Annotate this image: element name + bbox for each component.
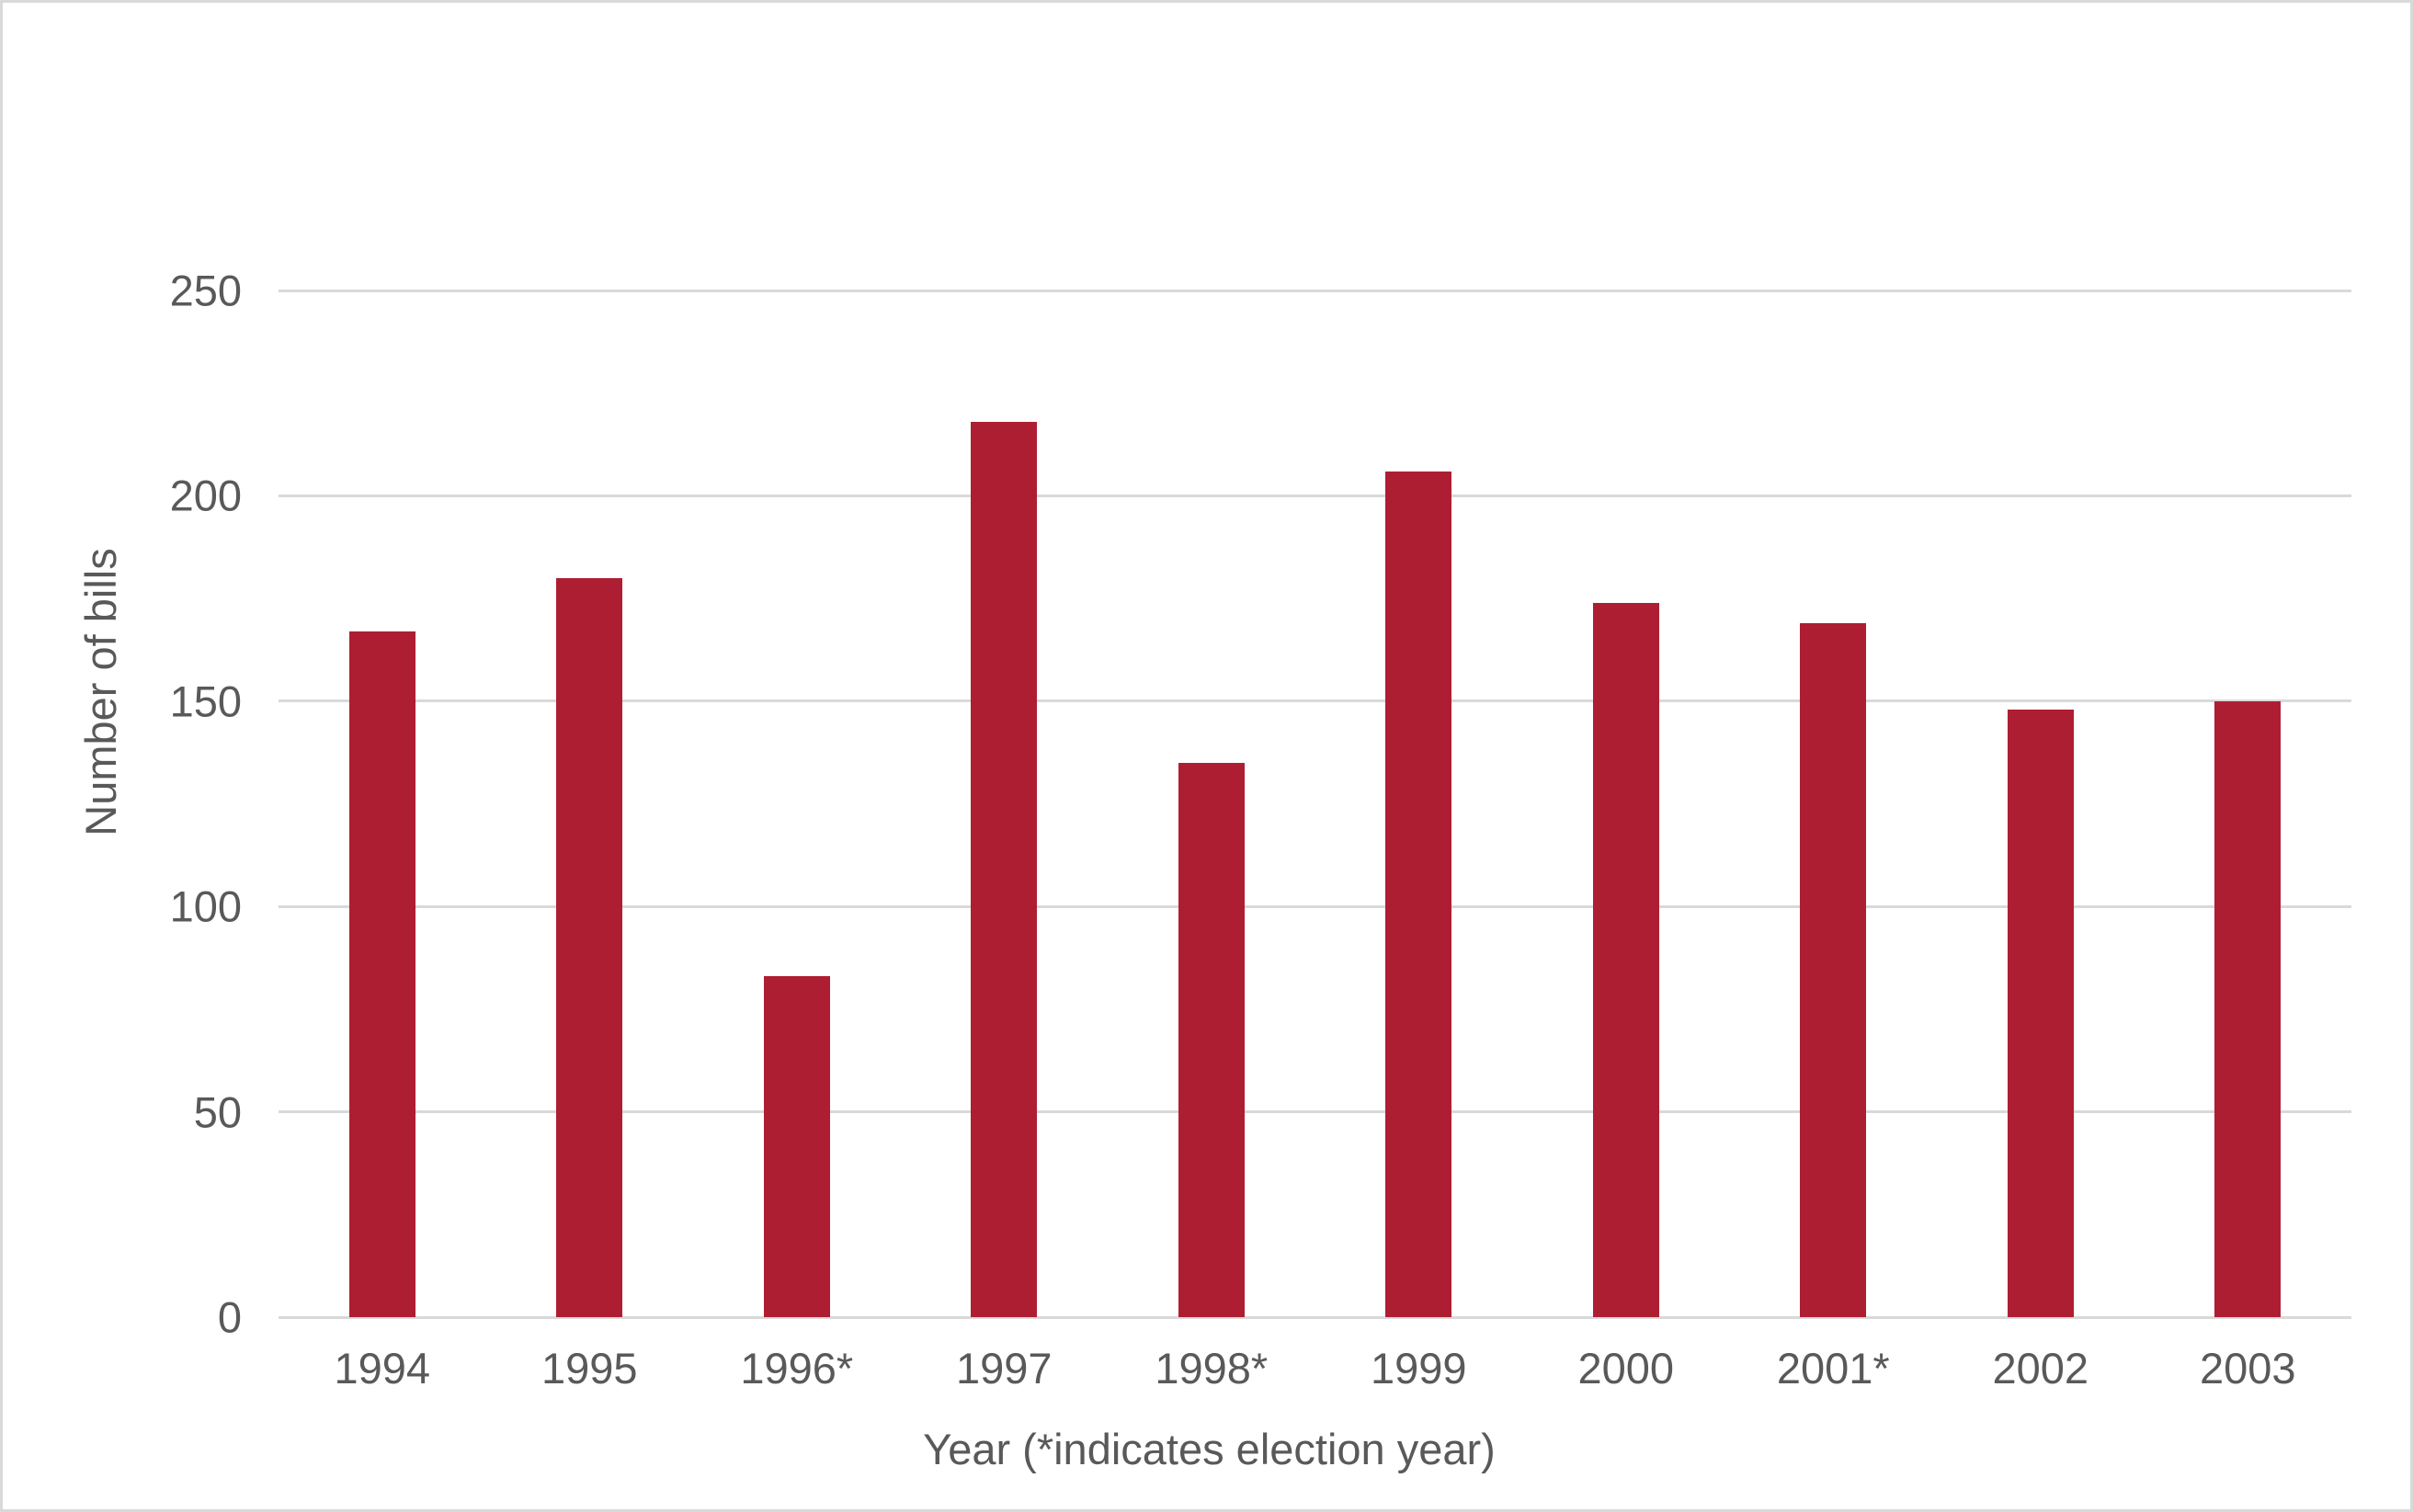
bar-1996* xyxy=(763,976,830,1317)
x-tick-label: 1996* xyxy=(740,1344,854,1393)
bar-1998* xyxy=(1178,762,1245,1317)
x-tick-label: 2002 xyxy=(1992,1344,2089,1393)
x-axis-title: Year (*indicates election year) xyxy=(923,1425,1496,1473)
x-tick-label: 2003 xyxy=(2199,1344,2296,1393)
x-tick-label: 2001* xyxy=(1776,1344,1890,1393)
x-tick-label: 1995 xyxy=(541,1344,638,1393)
gridline xyxy=(279,1110,2351,1114)
x-tick-label: 1999 xyxy=(1370,1344,1467,1393)
x-tick-label: 1994 xyxy=(334,1344,431,1393)
y-tick-label: 50 xyxy=(193,1087,242,1137)
x-tick-label: 1998* xyxy=(1155,1344,1269,1393)
y-axis-ticks: 0 50 100 150 200 250 xyxy=(3,269,242,1339)
bar-1997 xyxy=(971,421,1038,1317)
gridline xyxy=(279,904,2351,908)
bar-1994 xyxy=(348,631,415,1317)
y-tick-label: 250 xyxy=(169,266,242,315)
bar-2001* xyxy=(1800,622,1867,1317)
x-tick-label: 1997 xyxy=(955,1344,1053,1393)
bar-1999 xyxy=(1385,471,1452,1317)
x-tick-label: 2000 xyxy=(1577,1344,1675,1393)
y-tick-label: 0 xyxy=(217,1292,242,1342)
y-tick-label: 200 xyxy=(169,471,242,520)
bar-2000 xyxy=(1592,602,1659,1317)
y-tick-label: 150 xyxy=(169,676,242,726)
bar-2002 xyxy=(2007,709,2074,1317)
gridline xyxy=(279,494,2351,497)
gridline xyxy=(279,699,2351,703)
plot-area xyxy=(279,289,2351,1319)
y-tick-label: 100 xyxy=(169,881,242,931)
x-axis-ticks: 1994 1995 1996* 1997 1998* 1999 2000 2001* 2002 2… xyxy=(279,1347,2351,1402)
gridline xyxy=(279,1315,2351,1319)
bar-1995 xyxy=(556,577,623,1317)
gridline xyxy=(279,289,2351,292)
bar-2003 xyxy=(2214,700,2282,1317)
